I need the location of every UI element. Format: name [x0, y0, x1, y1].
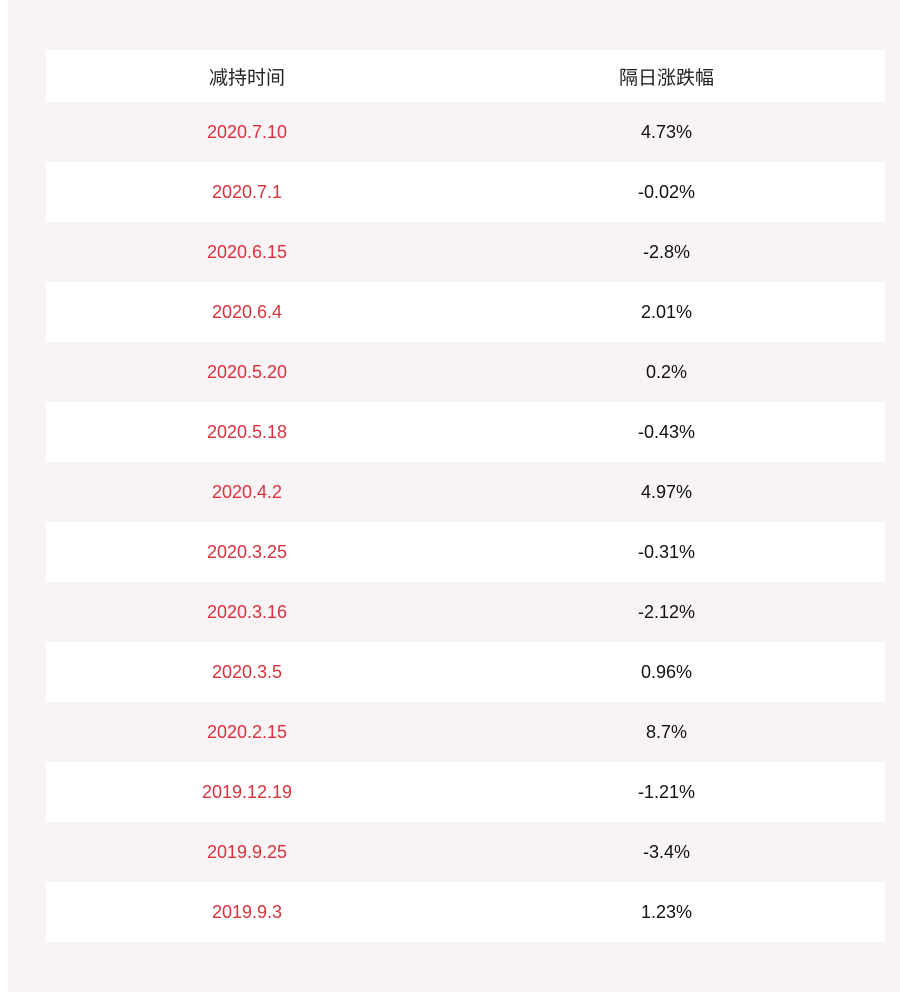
table-row: 2020.3.16 -2.12% [46, 582, 885, 642]
next-day-change: 8.7% [645, 721, 688, 742]
table-header: 减持时间 隔日涨跌幅 [46, 50, 885, 102]
table-row: 2019.9.25 -3.4% [46, 822, 885, 882]
next-day-change: 2.01% [640, 301, 693, 322]
reduction-date: 2020.7.10 [206, 121, 288, 142]
reduction-date: 2019.9.3 [211, 901, 283, 922]
header-reduction-date: 减持时间 [208, 66, 285, 89]
next-day-change: -1.21% [637, 781, 696, 802]
reduction-date: 2020.2.15 [206, 721, 288, 742]
reduction-date: 2020.4.2 [211, 481, 283, 502]
reduction-date: 2020.5.20 [206, 361, 288, 382]
next-day-change: -0.02% [637, 181, 696, 202]
reduction-date: 2020.3.16 [206, 601, 288, 622]
content-panel: 减持时间 隔日涨跌幅 2020.7.10 4.73% 2020.7.1 -0.0… [8, 0, 900, 992]
reduction-date: 2020.5.18 [206, 421, 288, 442]
reduction-date: 2020.6.4 [211, 301, 283, 322]
table-row: 2020.5.18 -0.43% [46, 402, 885, 462]
table-row: 2020.7.1 -0.02% [46, 162, 885, 222]
next-day-change: 0.2% [645, 361, 688, 382]
table-row: 2020.6.15 -2.8% [46, 222, 885, 282]
reduction-date: 2020.3.25 [206, 541, 288, 562]
next-day-change: -0.43% [637, 421, 696, 442]
table-row: 2019.12.19 -1.21% [46, 762, 885, 822]
table-row: 2020.4.2 4.97% [46, 462, 885, 522]
reduction-date: 2020.7.1 [211, 181, 283, 202]
next-day-change: 1.23% [640, 901, 693, 922]
table-row: 2019.9.3 1.23% [46, 882, 885, 942]
header-next-day-change: 隔日涨跌幅 [618, 66, 714, 89]
table-row: 2020.6.4 2.01% [46, 282, 885, 342]
reduction-date: 2020.3.5 [211, 661, 283, 682]
next-day-change: -3.4% [642, 841, 691, 862]
reduction-date: 2020.6.15 [206, 241, 288, 262]
next-day-change: 0.96% [640, 661, 693, 682]
next-day-change: -2.12% [637, 601, 696, 622]
table-row: 2020.3.25 -0.31% [46, 522, 885, 582]
next-day-change: -2.8% [642, 241, 691, 262]
next-day-change: 4.97% [640, 481, 693, 502]
reduction-table: 减持时间 隔日涨跌幅 2020.7.10 4.73% 2020.7.1 -0.0… [46, 50, 885, 942]
table-row: 2020.5.20 0.2% [46, 342, 885, 402]
table-row: 2020.7.10 4.73% [46, 102, 885, 162]
table-row: 2020.2.15 8.7% [46, 702, 885, 762]
reduction-date: 2019.9.25 [206, 841, 288, 862]
reduction-date: 2019.12.19 [201, 781, 293, 802]
next-day-change: -0.31% [637, 541, 696, 562]
next-day-change: 4.73% [640, 121, 693, 142]
table-row: 2020.3.5 0.96% [46, 642, 885, 702]
